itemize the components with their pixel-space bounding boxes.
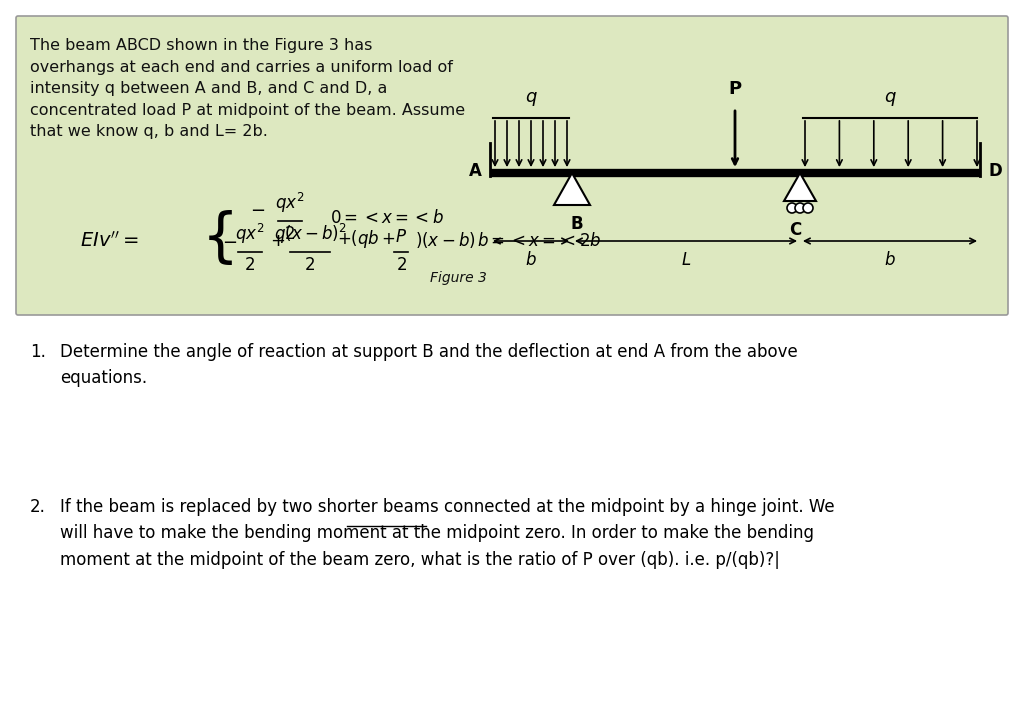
Text: $qx^2$: $qx^2$ [275, 191, 305, 215]
Text: 2.: 2. [30, 498, 46, 516]
Text: D: D [988, 162, 1001, 180]
Text: $-$: $-$ [222, 232, 238, 250]
Text: {: { [202, 210, 239, 267]
Text: $qx^2$: $qx^2$ [236, 222, 265, 246]
Text: $EIv'' =$: $EIv'' =$ [80, 231, 138, 250]
Text: $P$: $P$ [395, 228, 407, 246]
Text: A: A [469, 162, 482, 180]
Polygon shape [784, 173, 816, 201]
Text: Determine the angle of reaction at support B and the deflection at end A from th: Determine the angle of reaction at suppo… [60, 343, 798, 387]
Text: $q(x-b)^2$: $q(x-b)^2$ [273, 222, 346, 246]
Text: q: q [525, 88, 537, 106]
Text: q: q [885, 88, 896, 106]
Text: $b =< x =< 2b$: $b =< x =< 2b$ [477, 232, 601, 250]
Text: 1.: 1. [30, 343, 46, 361]
Text: $2$: $2$ [285, 225, 296, 243]
Text: b: b [885, 251, 895, 269]
FancyBboxPatch shape [16, 16, 1008, 315]
Text: Figure 3: Figure 3 [430, 271, 486, 285]
Text: b: b [525, 251, 537, 269]
Text: If the beam is replaced by two shorter beams connected at the midpoint by a hing: If the beam is replaced by two shorter b… [60, 498, 835, 569]
Text: $0 =< x =< b$: $0 =< x =< b$ [330, 209, 443, 227]
Text: The beam ABCD shown in the Figure 3 has
overhangs at each end and carries a unif: The beam ABCD shown in the Figure 3 has … [30, 38, 465, 139]
Polygon shape [554, 173, 590, 205]
Circle shape [795, 203, 805, 213]
Text: $+$: $+$ [270, 232, 285, 250]
Circle shape [787, 203, 797, 213]
Text: $+ (qb +$: $+ (qb +$ [337, 228, 396, 250]
Text: C: C [788, 221, 801, 239]
Text: $2$: $2$ [304, 256, 315, 274]
Text: $2$: $2$ [395, 256, 407, 274]
Text: $-$: $-$ [251, 200, 265, 218]
Circle shape [803, 203, 813, 213]
Text: $)(x - b)$: $)(x - b)$ [415, 230, 476, 250]
Text: B: B [570, 215, 584, 233]
Text: L: L [681, 251, 690, 269]
Text: P: P [728, 80, 741, 98]
Text: $2$: $2$ [245, 256, 256, 274]
